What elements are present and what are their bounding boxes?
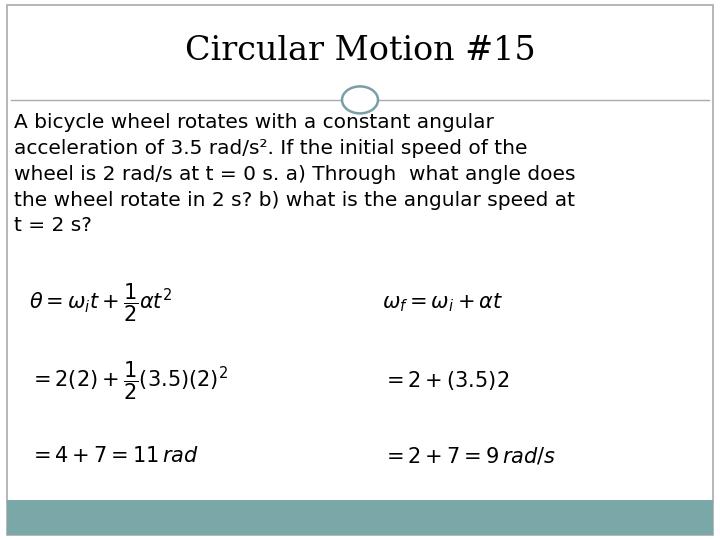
Circle shape	[342, 86, 378, 113]
Text: A bicycle wheel rotates with a constant angular
acceleration of 3.5 rad/s². If t: A bicycle wheel rotates with a constant …	[14, 113, 576, 235]
Text: $= 4 + 7 = 11\,rad$: $= 4 + 7 = 11\,rad$	[29, 446, 199, 467]
Text: $= 2(2) + \dfrac{1}{2}(3.5)(2)^2$: $= 2(2) + \dfrac{1}{2}(3.5)(2)^2$	[29, 360, 228, 402]
FancyBboxPatch shape	[7, 5, 713, 535]
Text: $= 2 + 7 = 9\,rad/s$: $= 2 + 7 = 9\,rad/s$	[382, 446, 556, 467]
Text: $= 2 + (3.5)2$: $= 2 + (3.5)2$	[382, 369, 509, 392]
Text: $\theta = \omega_i t + \dfrac{1}{2}\alpha t^2$: $\theta = \omega_i t + \dfrac{1}{2}\alph…	[29, 281, 172, 323]
FancyBboxPatch shape	[7, 500, 713, 535]
Text: $\omega_f = \omega_i + \alpha t$: $\omega_f = \omega_i + \alpha t$	[382, 291, 503, 314]
Text: Circular Motion #15: Circular Motion #15	[184, 35, 536, 68]
